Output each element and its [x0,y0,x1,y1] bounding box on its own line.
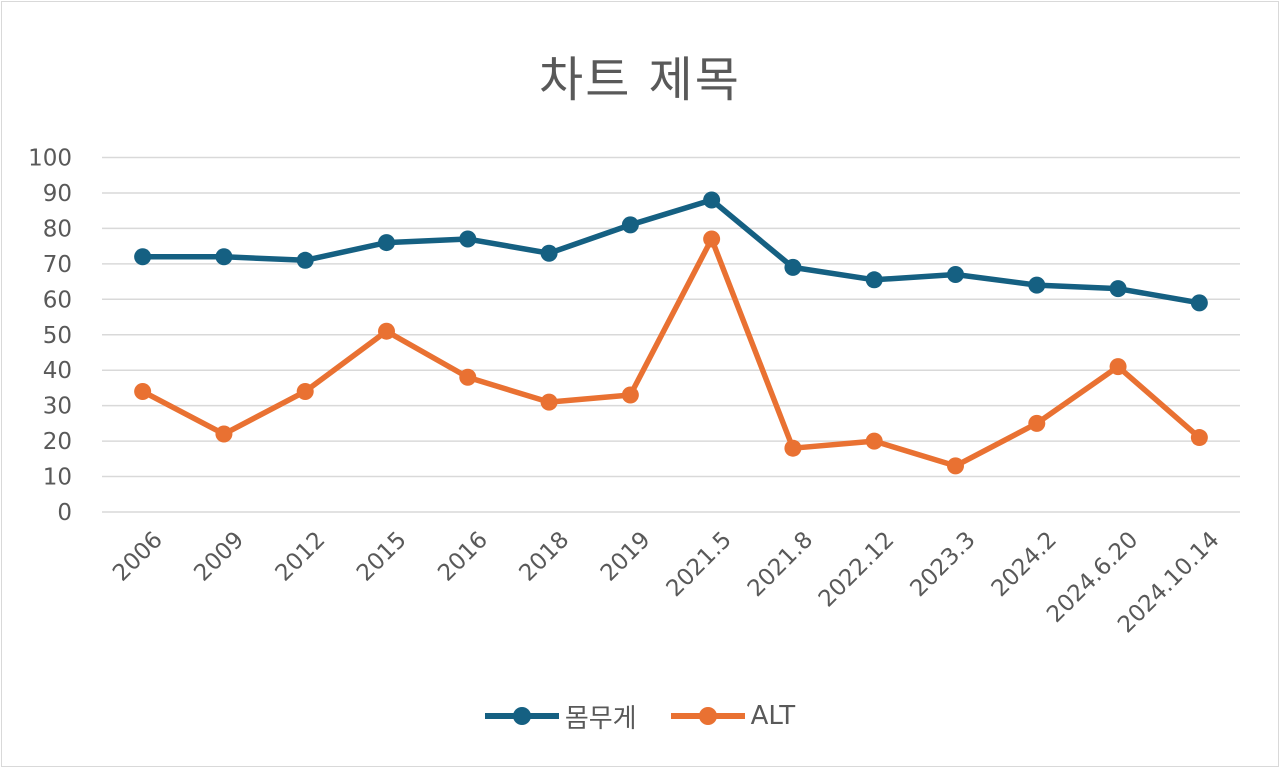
legend-marker [512,707,531,725]
data-point [865,432,883,450]
data-point [1028,276,1046,294]
x-tick-label: 2021.5 [662,527,737,602]
y-tick-label: 50 [43,323,72,349]
data-point [947,265,964,283]
data-point [378,234,395,252]
x-tick-label: 2009 [189,527,249,587]
legend-label: ALT [750,701,796,731]
y-tick-label: 30 [43,394,72,420]
y-tick-label: 80 [43,216,72,242]
legend-swatch [484,696,559,736]
legend: 몸무게 ALT [0,696,1280,736]
x-tick-label: 2006 [108,527,168,587]
y-tick-label: 60 [43,287,72,313]
y-tick-label: 40 [43,358,72,384]
data-point [296,251,314,269]
x-tick-label: 2018 [515,527,575,587]
x-tick-label: 2024.2 [987,527,1062,602]
y-tick-label: 0 [57,500,72,526]
x-tick-label: 2019 [596,527,656,587]
data-point [947,457,964,475]
series-line-2 [139,236,1203,469]
data-point [703,191,721,209]
legend-item: ALT [670,696,796,736]
data-point [1190,429,1208,447]
y-tick-label: 70 [43,252,72,278]
data-point [621,216,639,234]
x-tick-label: 2022.12 [814,527,900,613]
data-point [1028,414,1046,432]
y-tick-label: 20 [43,429,72,455]
data-point [703,230,721,248]
y-tick-label: 10 [43,465,72,491]
x-tick-label: 2016 [433,527,493,587]
data-point [540,244,558,262]
x-tick-label: 2023.3 [905,527,980,602]
y-tick-label: 100 [28,146,72,172]
data-point [459,368,477,386]
data-point [1109,358,1127,376]
data-point [621,386,639,404]
legend-label: 몸무게 [564,703,637,734]
x-tick-label: 2021.8 [743,527,818,602]
chart-title: 차트 제목 [539,52,741,108]
series-line-1 [139,197,1203,306]
data-point [459,230,477,248]
data-point [134,382,152,400]
data-point [784,439,802,457]
legend-item: 몸무게 [484,696,637,736]
data-point [784,258,802,276]
legend-swatch [670,696,745,736]
data-point [215,425,233,443]
data-point [1190,294,1208,312]
data-point [296,382,314,400]
data-point [1109,280,1127,298]
data-point [865,271,883,289]
data-point [378,322,395,340]
x-tick-label: 2012 [271,527,331,587]
x-tick-label: 2015 [352,527,412,587]
y-tick-label: 90 [43,181,72,207]
legend-marker [698,707,717,725]
data-point [215,248,233,266]
data-point [540,393,558,411]
data-point [134,248,152,266]
